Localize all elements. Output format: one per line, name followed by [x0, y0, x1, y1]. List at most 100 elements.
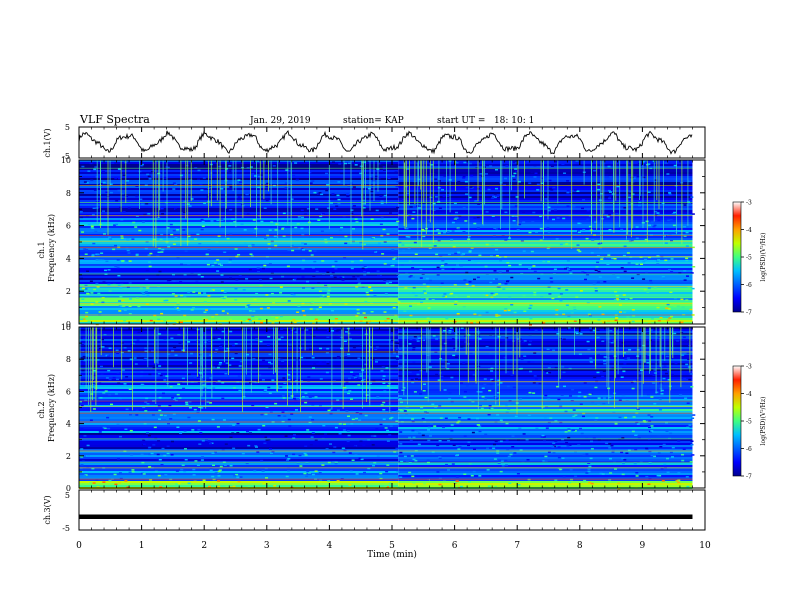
spec-row	[79, 347, 399, 349]
spec-cell	[598, 276, 602, 278]
spec-cell	[532, 265, 536, 267]
spec-cell	[652, 374, 656, 376]
spec-cell	[364, 363, 368, 366]
spec-row	[79, 306, 399, 308]
spec-cell	[521, 341, 525, 344]
spec-cell	[574, 331, 578, 333]
spec-cell	[460, 327, 464, 330]
spec-cell	[140, 371, 144, 373]
spec-cell	[265, 185, 269, 188]
spec-cell	[330, 237, 333, 239]
spec-cell	[359, 440, 363, 443]
spec-cell	[294, 398, 298, 401]
spec-cell	[389, 417, 392, 420]
spec-row	[79, 210, 399, 212]
spec-cell	[598, 306, 602, 308]
spec-cell	[338, 433, 342, 435]
ch1-wave-panel: 5 -5 ch.1(V)	[43, 123, 706, 161]
spec-cell	[503, 309, 507, 312]
spec-cell	[441, 268, 445, 271]
spec-ytick-label: 2	[66, 287, 71, 296]
spec-row	[398, 228, 693, 230]
spec-cell	[390, 265, 394, 267]
spec-cell	[559, 299, 563, 302]
spec-cell	[404, 287, 408, 289]
spec-cell	[606, 263, 610, 265]
spec-cell	[458, 446, 462, 448]
spec-cell	[470, 174, 474, 177]
colorbar-ch1-bar	[732, 201, 742, 313]
spec-cell	[687, 286, 691, 289]
spec-cell	[397, 366, 401, 369]
spec-cell	[559, 243, 563, 246]
spec-cell	[546, 227, 550, 229]
spec-cell	[158, 247, 162, 250]
spec-cell	[577, 222, 581, 225]
spec-cell	[229, 486, 233, 488]
spec-cell	[537, 277, 541, 280]
spec-cell	[309, 348, 312, 351]
spec-row	[79, 160, 399, 162]
spec-cell	[280, 328, 284, 330]
spec-cell	[496, 285, 500, 288]
spec-cell	[688, 202, 692, 205]
spec-cell	[321, 260, 325, 262]
spec-cell	[254, 175, 257, 177]
spec-cell	[145, 241, 149, 243]
spec-cell	[116, 378, 119, 381]
spec-cell	[394, 342, 398, 344]
colorbar-tick-label: -4	[746, 391, 752, 398]
spec-cell	[596, 371, 600, 374]
spec-cell	[360, 458, 364, 461]
spec-row	[79, 274, 399, 276]
spec-cell	[486, 447, 489, 449]
spec-row	[398, 276, 693, 278]
spec-cell	[523, 310, 527, 312]
spec-cell	[282, 235, 286, 237]
spec-cell	[336, 357, 340, 359]
spec-cell	[302, 259, 305, 262]
spec-cell	[295, 178, 299, 181]
spec-cell	[453, 481, 457, 484]
spec-cell	[499, 470, 503, 473]
spec-row	[79, 174, 399, 176]
spec-cell	[348, 452, 352, 454]
spec-row	[398, 385, 693, 387]
spec-row	[79, 343, 399, 345]
spec-row	[398, 399, 693, 401]
spec-row	[79, 200, 399, 202]
spec-cell	[421, 177, 425, 180]
spec-cell	[572, 306, 576, 309]
spec-row	[79, 312, 399, 314]
x-tick-label: 1	[139, 541, 145, 551]
spec-cell	[314, 396, 318, 398]
spec-cell	[671, 446, 675, 449]
spec-cell	[593, 215, 597, 218]
spec-row	[79, 184, 399, 186]
spec-cell	[666, 471, 670, 474]
spec-cell	[334, 426, 338, 429]
spec-cell	[347, 353, 351, 355]
spec-row	[79, 337, 399, 339]
spec-row	[79, 224, 399, 226]
spec-cell	[590, 252, 594, 254]
spec-cell	[256, 380, 260, 382]
spec-cell	[396, 342, 400, 344]
spec-row	[398, 192, 693, 194]
spec-cell	[116, 423, 120, 426]
spec-cell	[667, 379, 671, 381]
spec-row	[79, 383, 399, 385]
spec-cell	[139, 287, 143, 290]
spec-cell	[490, 296, 494, 299]
spec-cell	[504, 211, 508, 214]
spec-cell	[388, 434, 392, 436]
spec-cell	[635, 237, 639, 240]
spec-cell	[187, 291, 191, 294]
spec-row	[79, 335, 399, 337]
spec-cell	[271, 319, 275, 322]
spec-cell	[311, 432, 315, 434]
spec-cell	[194, 460, 198, 462]
spec-cell	[572, 206, 576, 208]
colorbar-tick-label: -6	[746, 446, 752, 453]
spec-cell	[448, 330, 452, 332]
